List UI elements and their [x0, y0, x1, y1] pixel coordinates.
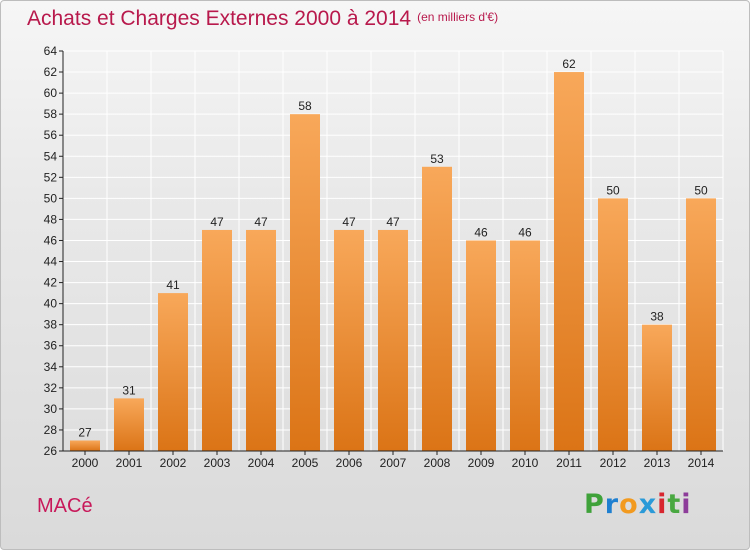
chart-title: Achats et Charges Externes 2000 à 2014 (e…: [27, 7, 498, 31]
data-label: 31: [122, 383, 136, 397]
y-tick-label: 46: [44, 233, 58, 247]
y-tick-label: 38: [44, 318, 58, 332]
data-label: 38: [650, 310, 664, 324]
y-tick-label: 56: [44, 128, 58, 142]
chart-unit: (en milliers d'€): [417, 10, 499, 24]
y-tick-label: 62: [44, 65, 58, 79]
y-tick-label: 64: [44, 44, 58, 58]
bar: [114, 398, 144, 451]
data-label: 47: [386, 215, 400, 229]
x-tick-label: 2007: [380, 456, 407, 470]
bar: [598, 198, 628, 451]
x-tick-label: 2003: [204, 456, 231, 470]
logo-letter: t: [667, 489, 682, 520]
bar: [422, 166, 452, 451]
bar: [466, 240, 496, 451]
bar: [642, 324, 672, 451]
data-label: 46: [518, 225, 532, 239]
bar: [378, 229, 408, 451]
data-label: 47: [254, 215, 268, 229]
proxiti-logo: Proxiti: [584, 489, 692, 520]
y-tick-label: 28: [44, 423, 58, 437]
bar: [686, 198, 716, 451]
logo-letter: o: [619, 489, 639, 520]
data-label: 62: [562, 57, 576, 71]
bar: [510, 240, 540, 451]
y-tick-label: 40: [44, 297, 58, 311]
y-tick-label: 42: [44, 276, 58, 290]
y-tick-label: 58: [44, 107, 58, 121]
x-tick-label: 2011: [556, 456, 582, 470]
logo-letter: r: [604, 489, 620, 520]
x-tick-label: 2000: [72, 456, 99, 470]
data-label: 27: [78, 425, 92, 439]
data-label: 50: [606, 183, 620, 197]
y-tick-label: 44: [44, 255, 58, 269]
bar: [246, 229, 276, 451]
x-tick-label: 2013: [644, 456, 671, 470]
logo-letter: P: [584, 489, 605, 520]
data-label: 41: [166, 278, 180, 292]
bars: [70, 72, 716, 451]
logo-letter: x: [638, 489, 658, 520]
data-label: 50: [694, 183, 708, 197]
x-tick-label: 2010: [512, 456, 539, 470]
data-labels: 27 31 41 47 47 58 47 47 53 46 46 62 50 38 50: [78, 57, 708, 439]
axes: 26 28 30 32 34 36 38 40 42 44 46 48 50 52 54 56 58 60 62 64…: [44, 44, 723, 470]
data-label: 53: [430, 152, 444, 166]
bar: [158, 293, 188, 451]
data-label: 47: [342, 215, 356, 229]
bar: [554, 72, 584, 451]
x-tick-label: 2005: [292, 456, 319, 470]
y-tick-label: 54: [44, 149, 58, 163]
y-tick-label: 50: [44, 191, 58, 205]
bar: [70, 440, 100, 451]
x-tick-label: 2002: [160, 456, 187, 470]
y-tick-label: 48: [44, 212, 58, 226]
logo-letter: i: [657, 489, 668, 520]
x-tick-label: 2004: [248, 456, 275, 470]
data-label: 58: [298, 99, 312, 113]
y-tick-label: 30: [44, 402, 58, 416]
y-tick-label: 34: [44, 360, 58, 374]
y-tick-label: 26: [44, 444, 58, 458]
data-label: 47: [210, 215, 224, 229]
x-tick-label: 2008: [424, 456, 451, 470]
commune-name: MACé: [37, 495, 93, 517]
x-tick-label: 2009: [468, 456, 495, 470]
y-tick-label: 32: [44, 381, 58, 395]
bar: [290, 114, 320, 451]
logo-letter: i: [681, 489, 692, 520]
bar: [202, 229, 232, 451]
y-tick-label: 60: [44, 86, 58, 100]
x-tick-label: 2001: [116, 456, 143, 470]
x-tick-label: 2014: [688, 456, 715, 470]
y-tick-label: 52: [44, 170, 58, 184]
y-tick-label: 36: [44, 339, 58, 353]
x-tick-label: 2012: [600, 456, 627, 470]
bar: [334, 229, 364, 451]
data-label: 46: [474, 225, 488, 239]
chart-title-text: Achats et Charges Externes 2000 à 2014: [27, 7, 412, 30]
x-tick-label: 2006: [336, 456, 363, 470]
